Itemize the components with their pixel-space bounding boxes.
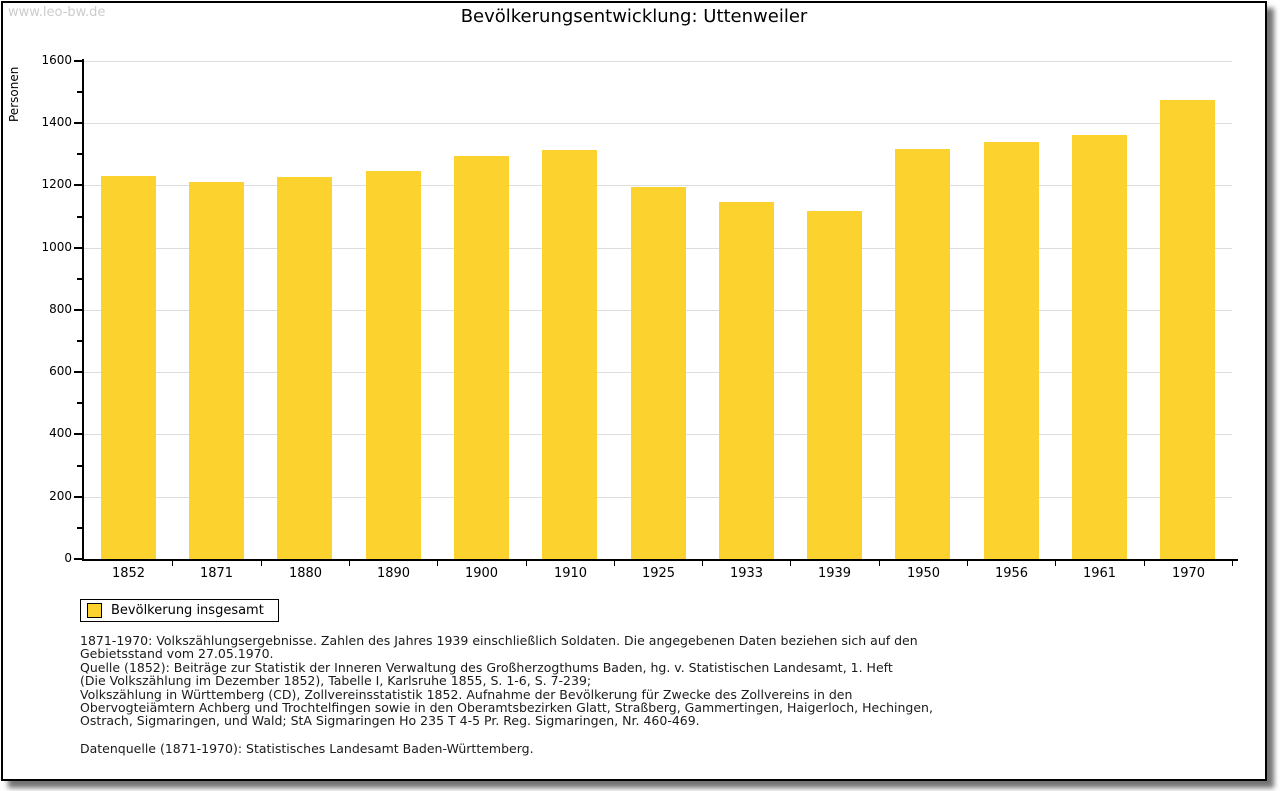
x-tick <box>526 561 527 566</box>
plot-area: 0 200 400 600 800 1000 1200 1400 1600 1852 1871 188… <box>41 53 1238 581</box>
y-tick-minor <box>77 153 82 155</box>
bar-1852 <box>101 176 156 559</box>
y-tick-label: 200 <box>49 489 72 503</box>
y-tick-major <box>74 496 82 498</box>
gridline <box>84 185 1232 186</box>
legend-label: Bevölkerung insgesamt <box>111 603 264 618</box>
legend-swatch <box>87 603 102 618</box>
x-tick-label: 1925 <box>641 566 676 581</box>
y-tick-label: 400 <box>49 426 72 440</box>
footnote-line: (Die Volkszählung im Dezember 1852), Tab… <box>80 673 592 689</box>
x-tick <box>349 561 350 566</box>
y-tick-label: 1600 <box>41 53 72 67</box>
footnote-line: Ostrach, Sigmaringen, und Wald; StA Sigm… <box>80 713 700 729</box>
y-tick-label: 0 <box>64 551 72 565</box>
watermark: www.leo-bw.de <box>8 5 106 20</box>
footnotes: 1871-1970: Volkszählungsergebnisse. Zahl… <box>80 634 933 756</box>
x-tick-label: 1939 <box>817 566 852 581</box>
x-tick <box>790 561 791 566</box>
y-tick-minor <box>77 340 82 342</box>
x-tick <box>614 561 615 566</box>
x-tick-label: 1956 <box>994 566 1029 581</box>
y-axis-label: Personen <box>7 66 21 122</box>
y-tick-major <box>74 60 82 62</box>
x-tick-label: 1900 <box>464 566 499 581</box>
y-tick-minor <box>77 527 82 529</box>
bar-1970 <box>1160 100 1215 559</box>
y-axis-line <box>82 59 84 561</box>
y-tick-label: 600 <box>49 364 72 378</box>
y-tick-major <box>74 247 82 249</box>
x-tick-label: 1880 <box>288 566 323 581</box>
bar-1933 <box>719 202 774 559</box>
bar-1961 <box>1072 135 1127 559</box>
x-tick-label: 1961 <box>1082 566 1117 581</box>
footnote-line: Volkszählung in Württemberg (CD), Zollve… <box>80 686 853 702</box>
y-tick-minor <box>77 216 82 218</box>
footnote-line: Quelle (1852): Beiträge zur Statistik de… <box>80 659 893 675</box>
bar-1900 <box>454 156 509 559</box>
datasource-line: Datenquelle (1871-1970): Statistisches L… <box>80 740 534 756</box>
y-tick-minor <box>77 91 82 93</box>
footnote-line: 1871-1970: Volkszählungsergebnisse. Zahl… <box>80 633 918 648</box>
y-tick-major <box>74 122 82 124</box>
gridline <box>84 123 1232 124</box>
x-tick-label: 1950 <box>906 566 941 581</box>
y-tick-minor <box>77 465 82 467</box>
y-tick-major <box>74 558 82 560</box>
x-tick-label: 1871 <box>199 566 234 581</box>
y-tick-label: 1000 <box>41 240 72 254</box>
page-title: Bevölkerungsentwicklung: Uttenweiler <box>460 6 808 27</box>
x-tick <box>1144 561 1145 566</box>
x-tick-label: 1852 <box>111 566 146 581</box>
y-tick-label: 800 <box>49 302 72 316</box>
y-tick-minor <box>77 402 82 404</box>
y-tick-major <box>74 184 82 186</box>
y-tick-label: 1200 <box>41 177 72 191</box>
x-tick-label: 1970 <box>1171 566 1206 581</box>
x-tick <box>172 561 173 566</box>
footnote-lines: 1871-1970: Volkszählungsergebnisse. Zahl… <box>80 634 933 728</box>
bar-1910 <box>542 150 597 559</box>
footnote-line: Gebietsstand vom 27.05.1970. <box>80 646 274 662</box>
y-tick-major <box>74 309 82 311</box>
x-tick <box>437 561 438 566</box>
x-tick <box>879 561 880 566</box>
x-tick-label: 1910 <box>553 566 588 581</box>
bar-1950 <box>895 149 950 559</box>
bar-1871 <box>189 182 244 559</box>
bar-1956 <box>984 142 1039 559</box>
x-tick-label: 1933 <box>729 566 764 581</box>
x-tick-label: 1890 <box>376 566 411 581</box>
bar-1925 <box>631 187 686 559</box>
y-tick-major <box>74 433 82 435</box>
legend: Bevölkerung insgesamt <box>80 599 279 622</box>
bar-1890 <box>366 171 421 559</box>
footnote-line: Obervogteiämtern Achberg und Trochtelfin… <box>80 700 933 716</box>
x-tick <box>967 561 968 566</box>
x-tick <box>1055 561 1056 566</box>
y-tick-minor <box>77 278 82 280</box>
y-tick-label: 1400 <box>41 115 72 129</box>
x-tick <box>261 561 262 566</box>
bar-1939 <box>807 211 862 559</box>
x-axis-line <box>82 559 1238 561</box>
gridline <box>84 61 1232 62</box>
bar-1880 <box>277 177 332 559</box>
x-tick <box>702 561 703 566</box>
y-tick-major <box>74 371 82 373</box>
x-tick <box>1232 561 1233 566</box>
chart-page: www.leo-bw.de Bevölkerungsentwicklung: U… <box>1 1 1267 781</box>
